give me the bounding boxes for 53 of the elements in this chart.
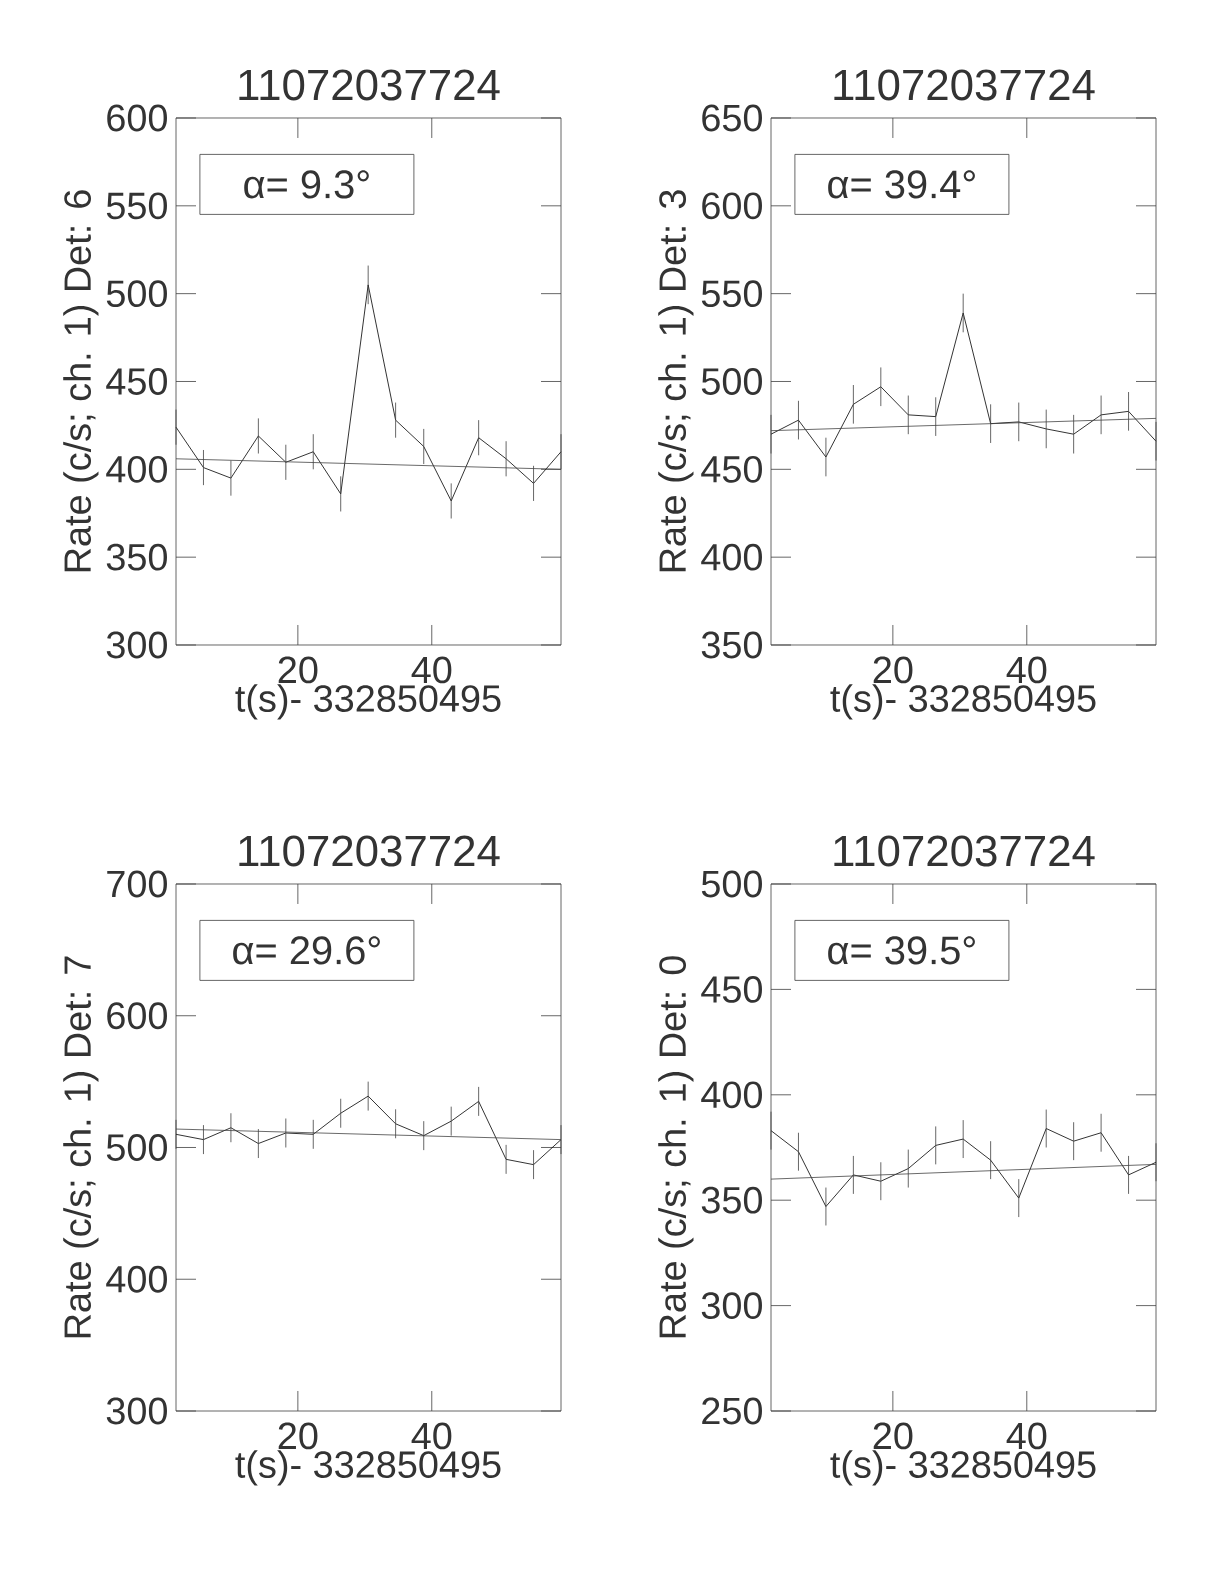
y-tick-label: 500 [106,1134,167,1161]
x-tick-label: 40 [1006,1422,1047,1450]
y-tick-label: 350 [701,1186,762,1214]
chart-title: 11072037724 [239,835,500,867]
y-tick-label: 500 [701,870,762,898]
y-axis-title: Rate (c/s; ch. 1) Det: 6 [63,190,99,572]
chart-title: 11072037724 [834,69,1095,101]
y-tick-label: 550 [701,280,762,308]
y-tick-label: 250 [702,1397,762,1425]
x-tick-label: 40 [411,1422,452,1450]
y-tick-label: 400 [701,1081,762,1109]
y-tick-label: 500 [701,368,762,395]
chart-title: 11072037724 [834,835,1095,867]
y-tick-label: 450 [701,455,762,483]
y-tick-label: 550 [106,192,167,220]
y-tick-label: 350 [106,543,167,571]
x-tick-label: 40 [1006,656,1047,684]
x-axis-title: t(s)- 332850495 [830,684,1096,720]
y-tick-label: 350 [701,631,762,659]
y-tick-label: 600 [107,104,167,132]
line-series [175,284,562,502]
y-tick-label: 400 [106,1265,167,1293]
y-tick-label: 600 [702,192,762,220]
x-tick-label: 20 [873,1422,913,1450]
annotation: α= 39.4° [828,170,975,199]
x-tick-label: 20 [873,656,913,684]
line-series [770,312,1157,458]
x-tick-label: 20 [278,656,318,684]
line-series [770,1128,1157,1207]
x-axis-title: t(s)- 332850495 [235,684,501,720]
x-axis-title: t(s)- 332850495 [235,1450,501,1486]
y-tick-label: 400 [701,543,762,571]
y-tick-label: 700 [107,870,167,898]
annotation: α= 29.6° [233,936,380,965]
y-axis-title: Rate (c/s; ch. 1) Det: 3 [658,190,694,572]
y-axis-title: Rate (c/s; ch. 1) Det: 7 [63,956,99,1338]
y-tick-label: 500 [106,280,167,308]
y-tick-label: 400 [106,455,167,483]
y-tick-label: 300 [106,631,167,659]
y-axis-title: Rate (c/s; ch. 1) Det: 0 [658,956,694,1338]
y-tick-label: 450 [701,975,762,1003]
line-series [175,1095,562,1166]
x-tick-label: 40 [411,656,452,684]
annotation: α= 39.5° [828,936,975,965]
x-axis-title: t(s)- 332850495 [830,1450,1096,1486]
y-tick-label: 450 [106,368,167,395]
x-tick-label: 20 [278,1422,318,1450]
y-tick-label: 300 [106,1397,167,1425]
y-tick-label: 650 [702,104,762,132]
y-tick-label: 300 [701,1292,762,1320]
y-tick-label: 600 [107,1002,167,1030]
annotation: α= 9.3° [244,170,369,199]
chart-title: 11072037724 [239,69,500,101]
